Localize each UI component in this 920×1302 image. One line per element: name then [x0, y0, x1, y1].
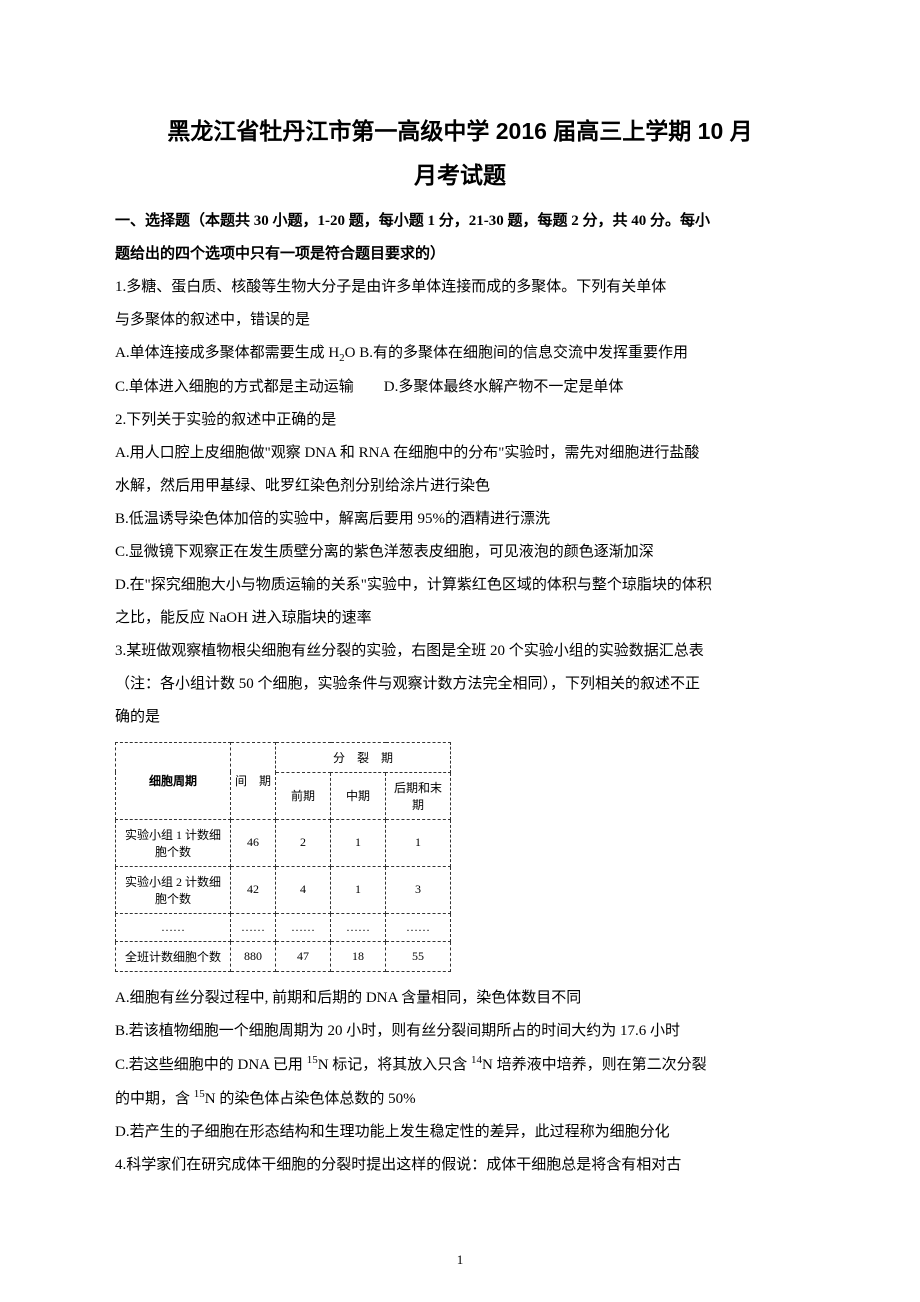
- q4-stem: 4.科学家们在研究成体干细胞的分裂时提出这样的假说：成体干细胞总是将含有相对古: [115, 1149, 805, 1182]
- q3-option-D: D.若产生的子细胞在形态结构和生理功能上发生稳定性的差异，此过程称为细胞分化: [115, 1116, 805, 1149]
- q2-stem: 2.下列关于实验的叙述中正确的是: [115, 404, 805, 437]
- page: 黑龙江省牡丹江市第一高级中学 2016 届高三上学期 10 月 月考试题 一、选…: [0, 0, 920, 1302]
- section-1-header: 一、选择题（本题共 30 小题，1-20 题，每小题 1 分，21-30 题，每…: [115, 205, 805, 271]
- page-number: 1: [0, 1252, 920, 1268]
- q2-option-B: B.低温诱导染色体加倍的实验中，解离后要用 95%的酒精进行漂洗: [115, 503, 805, 536]
- th-metaphase: 中期: [331, 772, 386, 819]
- table-row: …… …… …… …… ……: [116, 913, 451, 941]
- q3-data-table: 细胞周期 间 期 分 裂 期 前期 中期 后期和末期 实验小组 1 计数细胞个数…: [115, 742, 451, 972]
- q1-option-A-B: A.单体连接成多聚体都需要生成 H2O B.有的多聚体在细胞间的信息交流中发挥重…: [115, 337, 805, 370]
- th-ana-telophase: 后期和末期: [386, 772, 451, 819]
- q3-option-B: B.若该植物细胞一个细胞周期为 20 小时，则有丝分裂间期所占的时间大约为 17…: [115, 1015, 805, 1048]
- q2-option-C: C.显微镜下观察正在发生质壁分离的紫色洋葱表皮细胞，可见液泡的颜色逐渐加深: [115, 536, 805, 569]
- q1-option-C-D: C.单体进入细胞的方式都是主动运输 D.多聚体最终水解产物不一定是单体: [115, 371, 805, 404]
- th-mitotic-phase: 分 裂 期: [276, 742, 451, 772]
- th-prophase: 前期: [276, 772, 331, 819]
- table-row: 实验小组 2 计数细胞个数 42 4 1 3: [116, 866, 451, 913]
- title-line-1: 黑龙江省牡丹江市第一高级中学 2016 届高三上学期 10 月: [167, 118, 752, 144]
- q1-stem: 1.多糖、蛋白质、核酸等生物大分子是由许多单体连接而成的多聚体。下列有关单体 与…: [115, 271, 805, 337]
- q2-option-A: A.用人口腔上皮细胞做"观察 DNA 和 RNA 在细胞中的分布"实验时，需先对…: [115, 437, 805, 503]
- th-interphase: 间 期: [231, 742, 276, 819]
- table-row: 全班计数细胞个数 880 47 18 55: [116, 941, 451, 971]
- title-line-2: 月考试题: [414, 162, 506, 188]
- th-cell-cycle: 细胞周期: [116, 742, 231, 819]
- q3-option-A: A.细胞有丝分裂过程中, 前期和后期的 DNA 含量相同，染色体数目不同: [115, 982, 805, 1015]
- q3-option-C: C.若这些细胞中的 DNA 已用 15N 标记，将其放入只含 14N 培养液中培…: [115, 1048, 805, 1116]
- q2-option-D: D.在"探究细胞大小与物质运输的关系"实验中，计算紫红色区域的体积与整个琼脂块的…: [115, 569, 805, 635]
- table-row: 实验小组 1 计数细胞个数 46 2 1 1: [116, 819, 451, 866]
- q3-stem: 3.某班做观察植物根尖细胞有丝分裂的实验，右图是全班 20 个实验小组的实验数据…: [115, 635, 805, 734]
- table-header-row-1: 细胞周期 间 期 分 裂 期: [116, 742, 451, 772]
- exam-title: 黑龙江省牡丹江市第一高级中学 2016 届高三上学期 10 月 月考试题: [115, 110, 805, 197]
